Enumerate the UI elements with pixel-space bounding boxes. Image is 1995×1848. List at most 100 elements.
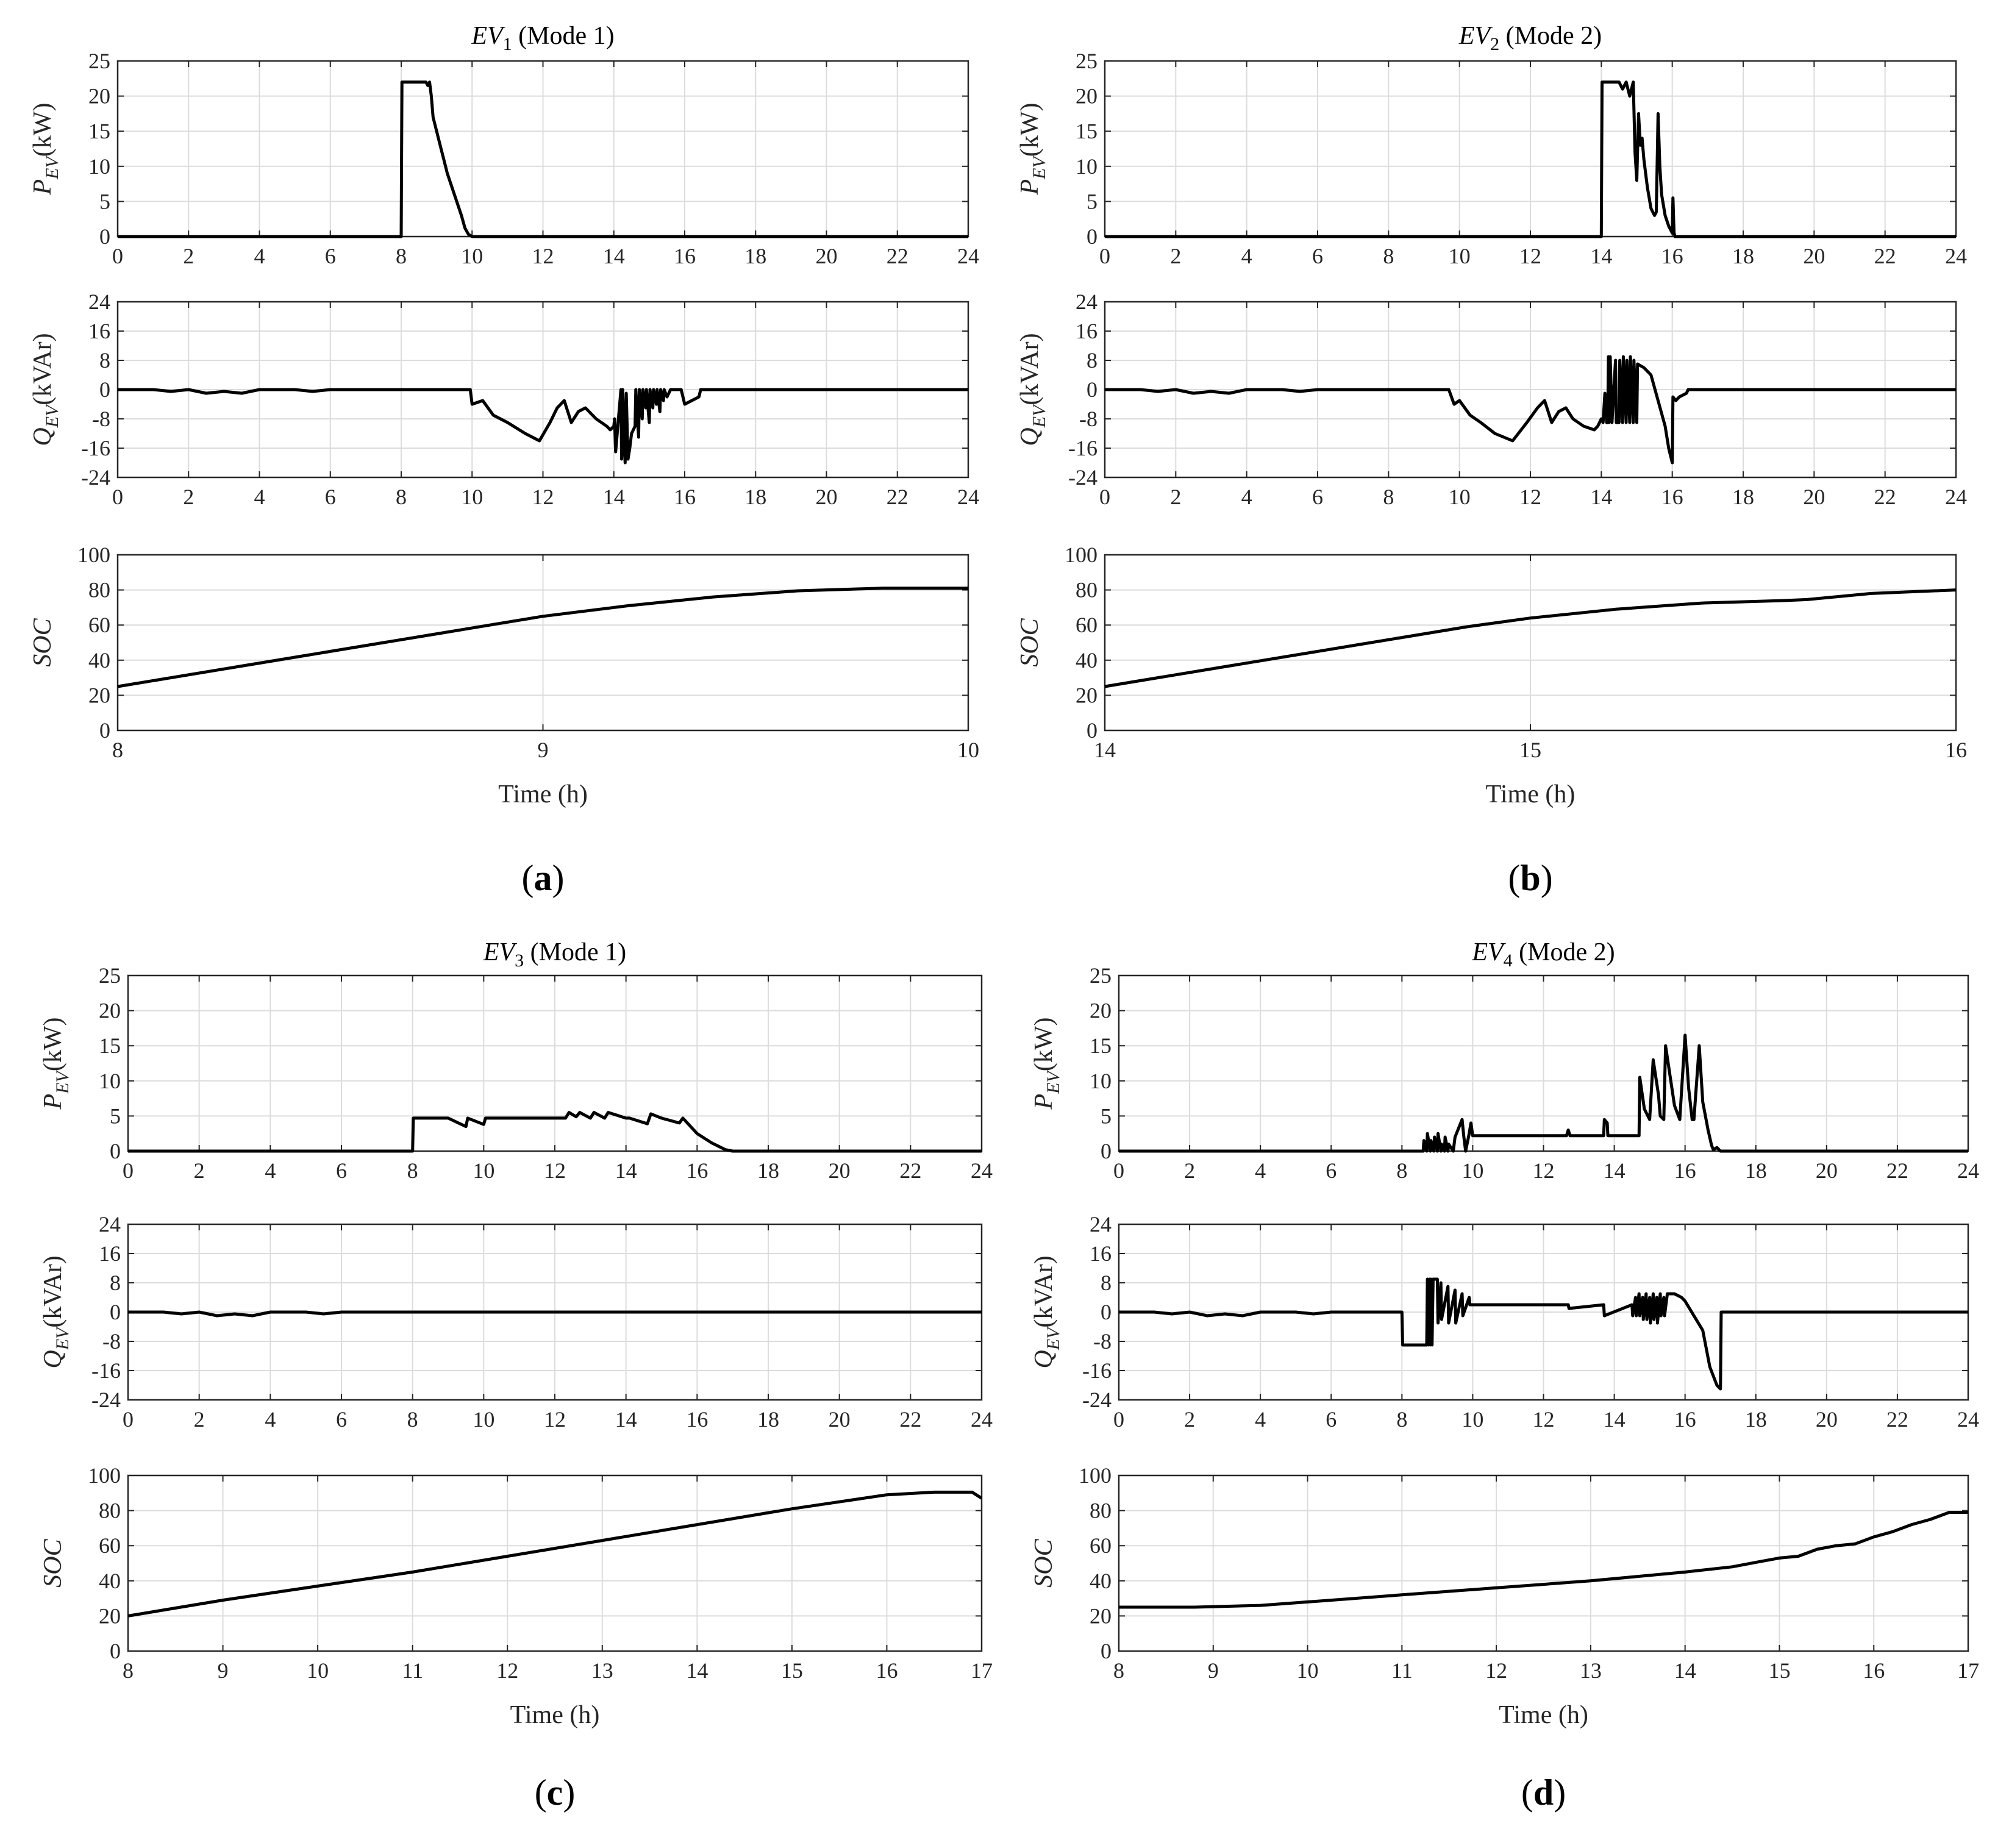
x-tick-label: 6 [325, 485, 336, 509]
x-tick-label: 18 [757, 1158, 779, 1183]
y-tick-label: 24 [99, 1212, 121, 1236]
x-tick-label: 0 [112, 244, 123, 268]
y-tick-label: 20 [1076, 683, 1097, 707]
x-tick-label: 16 [876, 1658, 898, 1683]
subfigure-title: EV3 (Mode 1) [483, 938, 626, 971]
x-tick-label: 24 [1957, 1158, 1979, 1183]
y-tick-label: 24 [1076, 290, 1097, 314]
data-series-line [128, 1310, 982, 1318]
x-tick-label: 0 [1099, 485, 1110, 509]
title-mode: (Mode 1) [524, 938, 626, 966]
y-label-symbol: P [29, 179, 57, 196]
subfigure-d: EV4 (Mode 2)0 2 4 6 8 10 12 14 16 18 20 22 240510152… [1030, 938, 1979, 1813]
y-label-unit: (kVAr) [1016, 333, 1044, 405]
y-tick-label: 16 [88, 319, 110, 343]
x-tick-label: 2 [183, 244, 194, 268]
x-tick-label: 10 [473, 1407, 494, 1432]
x-tick-label: 11 [402, 1658, 423, 1683]
y-tick-label: 100 [1079, 1463, 1112, 1488]
x-tick-label: 16 [1661, 485, 1683, 509]
title-mode: (Mode 1) [512, 22, 615, 50]
x-tick-label: 8 [1396, 1158, 1407, 1183]
y-label-subscript: EV [1043, 1325, 1063, 1350]
caption-letter: d [1533, 1772, 1554, 1813]
x-tick-label: 16 [674, 485, 696, 509]
y-tick-label: -24 [81, 465, 110, 490]
y-tick-label: 5 [110, 1104, 121, 1128]
y-tick-label: 20 [99, 999, 121, 1023]
x-tick-label: 14 [603, 485, 625, 509]
y-tick-label: -8 [102, 1329, 121, 1354]
x-tick-label: 2 [1170, 485, 1181, 509]
x-tick-label: 10 [957, 738, 979, 762]
x-tick-label: 12 [1485, 1658, 1507, 1683]
y-label-subscript: EV [1043, 1069, 1063, 1094]
x-tick-label: 18 [1732, 485, 1754, 509]
y-tick-label: 5 [1087, 189, 1097, 213]
x-tick-label: 13 [1580, 1658, 1602, 1683]
caption-close: ) [552, 858, 565, 898]
x-tick-label: 20 [1816, 1158, 1838, 1183]
x-tick-label: 15 [1519, 738, 1541, 762]
x-tick-label: 4 [1241, 485, 1252, 509]
x-tick-label: 18 [1745, 1158, 1767, 1183]
y-tick-label: 0 [1087, 224, 1097, 249]
x-tick-label: 8 [407, 1158, 418, 1183]
caption-close: ) [563, 1772, 575, 1813]
x-tick-label: 18 [1732, 244, 1754, 268]
caption-close: ) [1554, 1772, 1566, 1813]
y-tick-label: 16 [1076, 319, 1097, 343]
x-tick-label: 16 [686, 1407, 708, 1432]
x-tick-label: 4 [1241, 244, 1252, 268]
y-tick-label: 40 [99, 1569, 121, 1593]
x-tick-label: 0 [1113, 1407, 1124, 1432]
x-tick-label: 14 [686, 1658, 708, 1683]
y-tick-label: 0 [1087, 377, 1097, 402]
subfigure-a: EV1 (Mode 1)0 2 4 6 8 10 12 14 16 18 20 22 240510152… [29, 22, 979, 898]
x-tick-label: 24 [957, 485, 979, 509]
subfigure-caption: (c) [535, 1772, 576, 1813]
y-axis-label: SOC [1016, 618, 1044, 666]
subfigure-b: EV2 (Mode 2)0 2 4 6 8 10 12 14 16 18 20 22 240510152… [1016, 22, 1967, 898]
caption-open: ( [522, 858, 534, 898]
y-tick-label: 24 [88, 290, 110, 314]
x-tick-label: 2 [1170, 244, 1181, 268]
x-tick-label: 0 [123, 1158, 134, 1183]
subfigure-c: EV3 (Mode 1)0 2 4 6 8 10 12 14 16 18 20 22 240510152… [39, 938, 993, 1813]
y-tick-label: 5 [1101, 1104, 1112, 1128]
y-label-symbol: P [1016, 179, 1044, 196]
x-tick-label: 4 [265, 1407, 276, 1432]
caption-letter: c [547, 1772, 563, 1813]
x-tick-label: 16 [1863, 1658, 1885, 1683]
x-tick-label: 16 [1661, 244, 1683, 268]
x-tick-label: 6 [1312, 244, 1323, 268]
data-series-line [127, 1490, 983, 1618]
x-tick-label: 4 [1255, 1407, 1266, 1432]
title-ev: EV [1458, 22, 1493, 50]
y-label-symbol: Q [29, 427, 57, 446]
x-tick-label: 10 [1297, 1658, 1319, 1683]
y-label-subscript: EV [1029, 154, 1049, 179]
y-tick-label: 0 [1101, 1639, 1112, 1663]
x-tick-label: 16 [1945, 738, 1967, 762]
x-tick-label: 14 [1604, 1407, 1626, 1432]
x-tick-label: 4 [265, 1158, 276, 1183]
y-tick-label: 0 [1101, 1300, 1112, 1324]
x-tick-label: 15 [781, 1658, 803, 1683]
y-tick-label: 16 [99, 1241, 121, 1266]
x-tick-label: 24 [971, 1158, 993, 1183]
y-tick-label: 10 [1090, 1069, 1112, 1093]
x-tick-label: 12 [544, 1158, 566, 1183]
y-tick-label: 25 [1090, 963, 1112, 988]
data-series-line [128, 1111, 982, 1153]
x-tick-label: 16 [674, 244, 696, 268]
x-tick-label: 18 [744, 244, 766, 268]
y-axis-label: QEV(kVAr) [29, 333, 62, 446]
x-tick-label: 24 [1945, 244, 1967, 268]
x-tick-label: 18 [1745, 1407, 1767, 1432]
x-tick-label: 12 [1519, 485, 1541, 509]
y-tick-label: 100 [1065, 543, 1097, 567]
y-tick-label: 20 [88, 683, 110, 707]
y-tick-label: -16 [91, 1358, 121, 1383]
